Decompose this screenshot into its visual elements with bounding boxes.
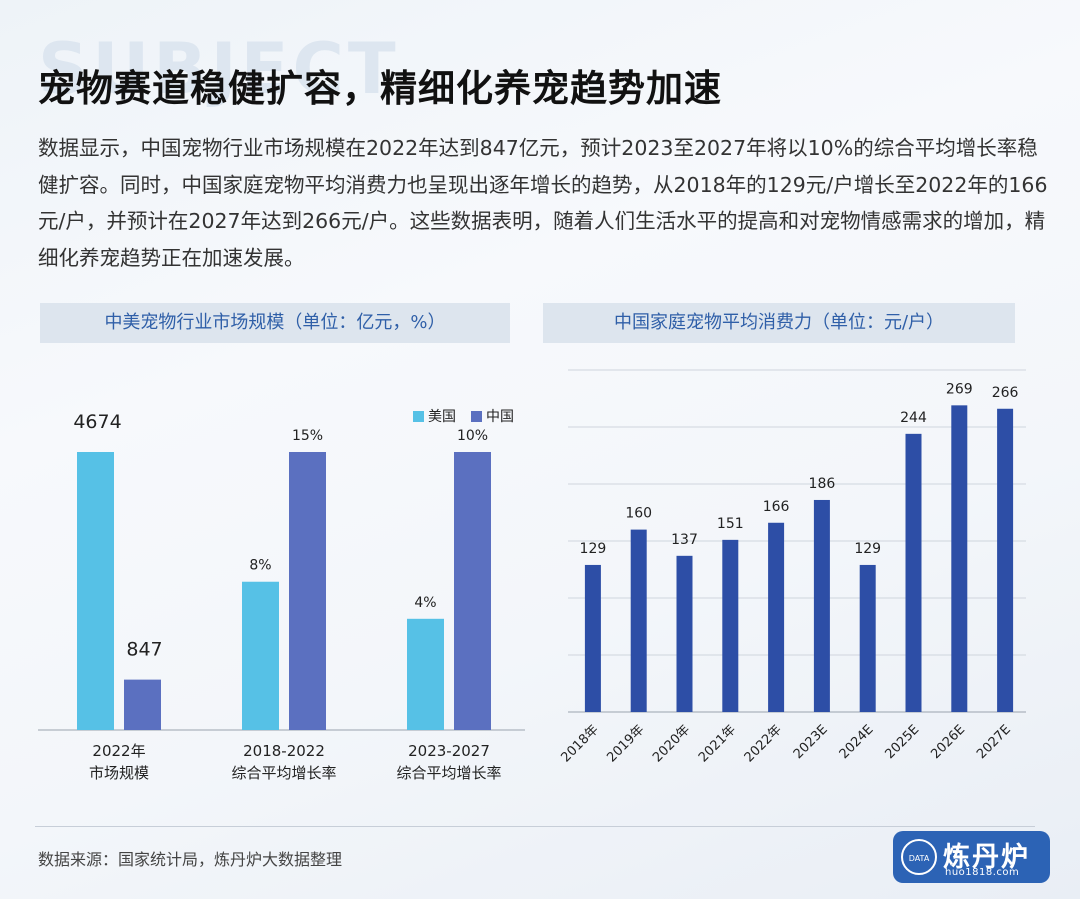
consumption-tick-5: 2023E [791,722,831,762]
bar-label-us-1: 8% [249,558,271,574]
logo-icon: DATA [901,839,937,875]
consumption-value-8: 269 [946,381,973,397]
consumption-bar-7 [905,433,922,712]
bar-label-us-2: 4% [414,595,436,611]
consumption-tick-0: 2018年 [559,722,602,765]
brand-logo: DATA 炼丹炉 huo1818.com [893,831,1050,883]
category-label-2-0: 2023-2027 [408,742,490,760]
consumption-tick-7: 2025E [883,722,923,762]
consumption-bar-0 [584,564,601,712]
consumption-value-4: 166 [763,499,790,515]
legend-label-us: 美国 [428,409,456,425]
consumption-value-3: 151 [717,516,744,532]
consumption-bar-5 [813,499,830,712]
bar-label-china-0: 847 [126,639,162,661]
consumption-bar-9 [997,408,1014,712]
bar-label-china-2: 10% [457,428,488,444]
page-title: 宠物赛道稳健扩容，精细化养宠趋势加速 [38,67,722,110]
consumption-bar-6 [859,564,876,712]
consumption-tick-4: 2022年 [742,722,785,765]
bar-china-0 [124,679,161,730]
consumption-bar-2 [676,555,693,712]
consumption-bar-8 [951,405,968,712]
intro-paragraph: 数据显示，中国宠物行业市场规模在2022年达到847亿元，预计2023至2027… [38,136,1048,270]
legend-swatch-us [413,411,424,422]
bar-china-1 [289,452,326,730]
consumption-value-5: 186 [809,476,836,492]
legend-swatch-china [471,411,482,422]
consumption-tick-9: 2027E [974,722,1014,762]
consumption-value-7: 244 [900,410,927,426]
logo-name: 炼丹炉 [943,842,1030,873]
bar-china-2 [454,452,491,730]
bar-us-1 [242,581,279,730]
footer-divider [35,826,1035,827]
consumption-bar-1 [630,529,647,712]
category-label-1-1: 综合平均增长率 [231,764,336,782]
consumption-tick-1: 2019年 [604,722,647,765]
consumption-value-0: 129 [580,541,607,557]
bar-us-0 [77,452,114,730]
consumption-tick-3: 2021年 [696,722,739,765]
category-label-0-0: 2022年 [92,742,145,760]
category-label-0-1: 市场规模 [89,764,149,782]
consumption-tick-6: 2024E [837,722,877,762]
legend-label-china: 中国 [486,409,514,425]
consumption-tick-8: 2026E [928,722,968,762]
bar-label-us-0: 4674 [73,411,121,433]
consumption-value-9: 266 [992,385,1019,401]
logo-url: huo1818.com [945,867,1020,878]
consumption-value-2: 137 [671,532,698,548]
category-label-1-0: 2018-2022 [243,742,325,760]
left-chart-title: 中美宠物行业市场规模（单位：亿元，%） [40,303,510,343]
data-source: 数据来源：国家统计局，炼丹炉大数据整理 [38,850,343,869]
consumption-value-6: 129 [854,541,881,557]
consumption-bar-3 [722,539,739,712]
consumption-tick-2: 2020年 [650,722,693,765]
consumption-bar-4 [768,522,785,712]
right-chart-title: 中国家庭宠物平均消费力（单位：元/户） [543,303,1015,343]
bar-us-2 [407,618,444,730]
consumption-value-1: 160 [625,506,652,522]
bar-label-china-1: 15% [292,428,323,444]
category-label-2-1: 综合平均增长率 [396,764,501,782]
